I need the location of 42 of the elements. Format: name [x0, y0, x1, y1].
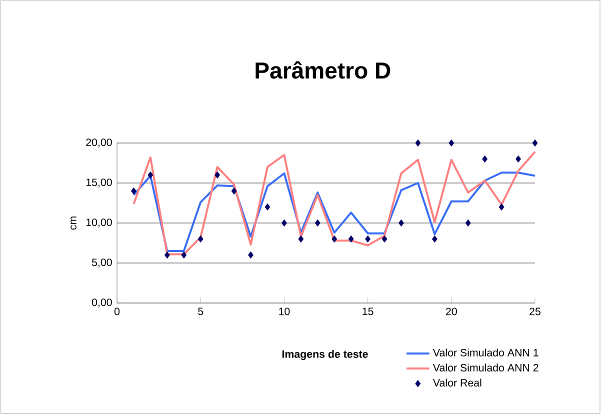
- point: [248, 252, 254, 258]
- point: [198, 236, 204, 242]
- point: [332, 236, 338, 242]
- x-tick-label: 5: [198, 308, 204, 316]
- chart-title: Parâmetro D: [256, 61, 390, 79]
- point: [282, 220, 287, 226]
- point: [348, 236, 354, 242]
- point: [382, 236, 388, 242]
- point: [482, 156, 488, 162]
- legend-label: Valor Real: [432, 378, 482, 387]
- x-tick-label: 15: [362, 308, 374, 316]
- y-tick-label: 20,00: [86, 138, 112, 148]
- x-tick-label: 0: [114, 308, 120, 316]
- point: [214, 172, 220, 178]
- point: [516, 156, 521, 162]
- point: [164, 252, 170, 258]
- point: [231, 188, 237, 194]
- point: [465, 220, 471, 226]
- point: [181, 252, 187, 258]
- point: [298, 236, 304, 242]
- x-axis-title: Imagens de teste: [282, 350, 368, 360]
- y-tick-label: 0,00: [92, 298, 112, 308]
- point: [398, 220, 404, 226]
- point: [415, 140, 421, 146]
- point: [498, 204, 504, 210]
- y-axis-title: cm: [70, 216, 76, 230]
- point: [264, 204, 270, 210]
- point: [432, 236, 438, 242]
- y-tick-label: 10,00: [86, 218, 112, 228]
- x-tick-label: 10: [279, 308, 290, 316]
- legend-label: Valor Simulado ANN 2: [432, 364, 538, 372]
- legend-label: Valor Simulado ANN 1: [432, 348, 538, 356]
- x-tick-label: 20: [446, 308, 457, 316]
- point: [148, 172, 154, 178]
- y-tick-label: 15,00: [86, 178, 112, 188]
- point: [532, 140, 538, 146]
- point: [448, 140, 454, 146]
- y-tick-label: 5,00: [92, 258, 112, 268]
- point: [314, 220, 320, 226]
- point: [365, 236, 370, 242]
- point: [131, 188, 136, 194]
- x-tick-label: 25: [530, 308, 540, 316]
